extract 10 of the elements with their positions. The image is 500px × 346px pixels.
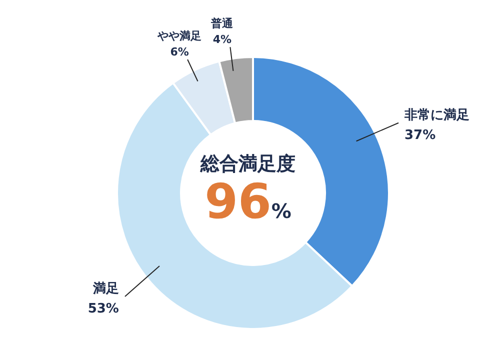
slice-label: やや満足 <box>156 30 202 43</box>
text: 96% <box>204 174 292 230</box>
text: 総合満足度 <box>200 153 296 175</box>
data-label: 6% <box>170 46 189 59</box>
slice-label: 非常に満足 <box>404 108 470 123</box>
slice-label: 普通 <box>210 17 234 30</box>
slice-label: 満足 <box>92 281 119 296</box>
data-label: 4% <box>212 33 232 46</box>
data-label: 53% <box>88 301 119 316</box>
data-label: 37% <box>404 128 436 143</box>
